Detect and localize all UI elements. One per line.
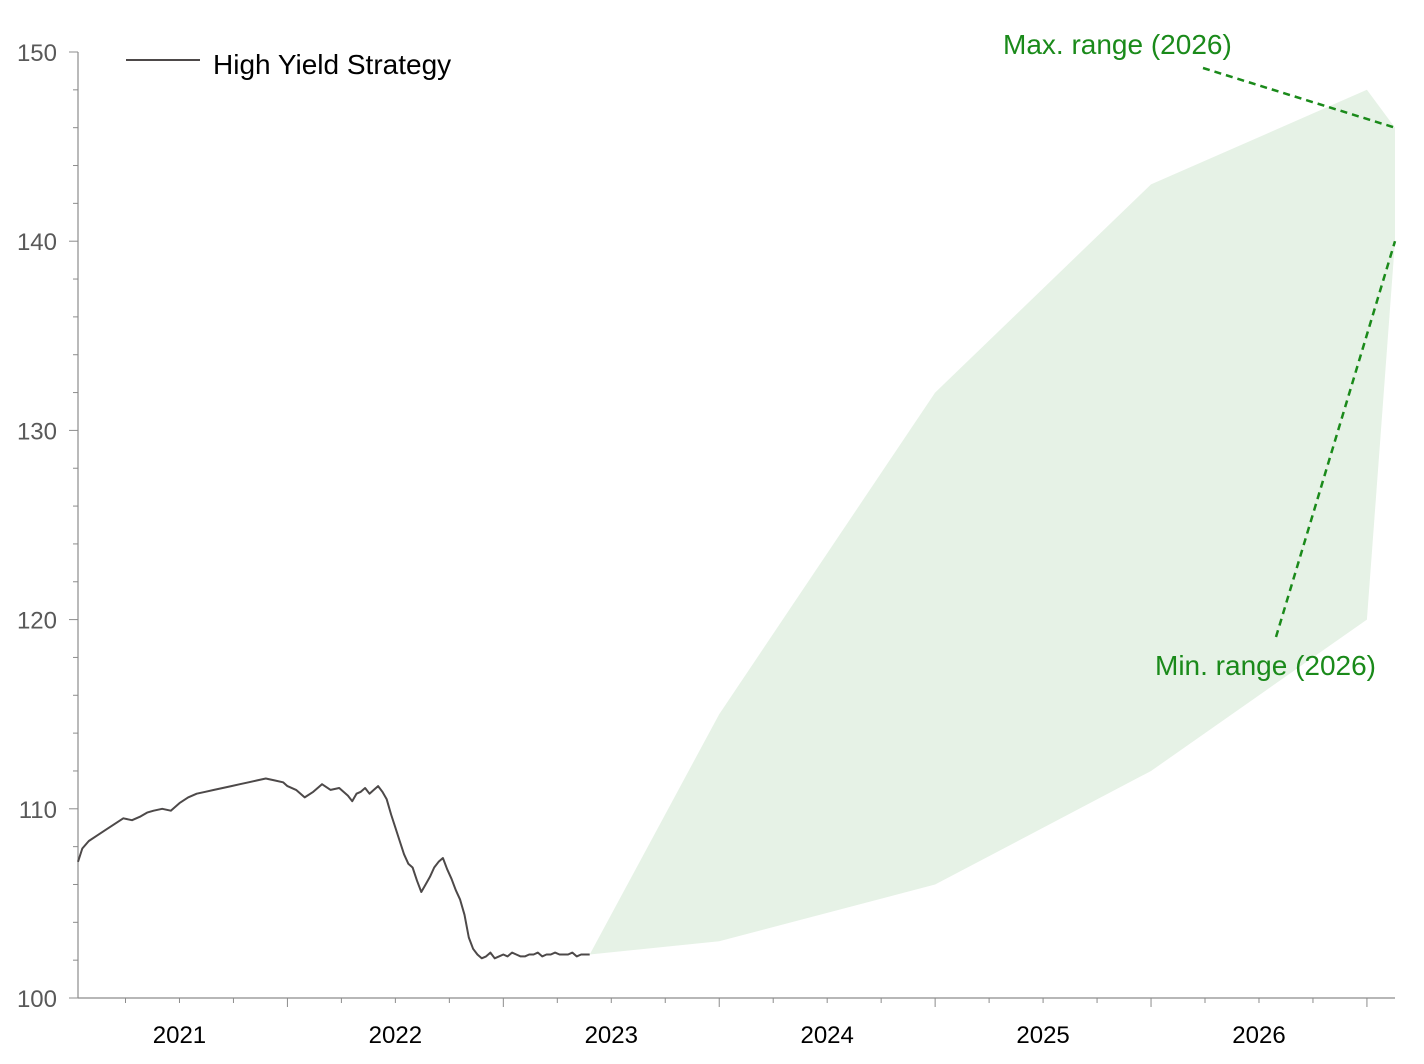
axes: 100 110 120 130 140 150 2021 2022 2023 2024 2025 20…: [17, 40, 1395, 1049]
y-tick-label: 150: [17, 40, 57, 67]
y-tick-label: 120: [17, 608, 57, 635]
x-tick-label: 2026: [1232, 1022, 1285, 1049]
x-tick-label: 2023: [585, 1022, 638, 1049]
range-band-area: [589, 89, 1395, 955]
y-tick-label: 100: [17, 986, 57, 1013]
y-tick-label: 130: [17, 418, 57, 445]
annotation-min-range: Min. range (2026): [1155, 650, 1376, 681]
series-line-high-yield: [77, 777, 590, 960]
y-tick-label: 140: [17, 229, 57, 256]
y-tick-label: 110: [19, 797, 57, 824]
annotation-min-leader-line: [1274, 240, 1397, 638]
annotations: Max. range (2026) Min. range (2026): [1003, 29, 1397, 681]
annotation-max-range: Max. range (2026): [1003, 29, 1232, 60]
x-tick-label: 2024: [800, 1022, 853, 1049]
range-band: [589, 89, 1395, 955]
annotation-max-leader-line: [1202, 66, 1396, 129]
series-line-layer: [77, 777, 590, 960]
x-tick-label: 2021: [153, 1022, 206, 1049]
x-tick-label: 2022: [369, 1022, 422, 1049]
legend-label-high-yield: High Yield Strategy: [213, 49, 451, 80]
legend: High Yield Strategy: [126, 49, 451, 80]
x-tick-label: 2025: [1016, 1022, 1069, 1049]
